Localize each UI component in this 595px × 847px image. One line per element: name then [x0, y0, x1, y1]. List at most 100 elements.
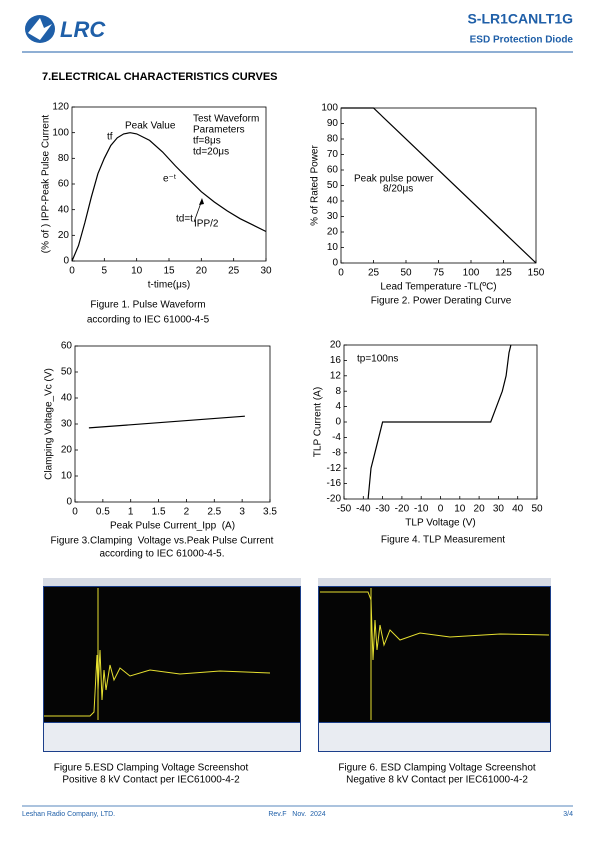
y-tick-label: -12 — [327, 463, 342, 474]
y-tick-label: -8 — [332, 447, 341, 458]
annotation: td=20μs — [193, 147, 229, 158]
data-line — [71, 132, 267, 262]
figure-caption: Figure 3.Clamping Voltage vs.Peak Pulse … — [51, 536, 274, 547]
scope-screenshot — [43, 578, 301, 752]
y-tick-label: 20 — [330, 340, 342, 351]
x-tick-label: 150 — [528, 268, 545, 279]
y-tick-label: 60 — [327, 165, 339, 176]
annotation: tf — [107, 132, 113, 143]
x-tick-label: 25 — [368, 268, 380, 279]
annotation: Test Waveform — [193, 114, 259, 125]
part-number: S-LR1CANLT1G — [467, 11, 573, 27]
x-tick-label: 100 — [463, 268, 480, 279]
annotation: 8/20μs — [383, 184, 413, 195]
y-tick-label: 20 — [61, 445, 73, 456]
y-tick-label: 80 — [58, 153, 70, 164]
y-tick-label: 90 — [327, 118, 339, 129]
annotation: td=t — [176, 214, 193, 225]
footer-revision: Rev.F Nov. 2024 — [268, 811, 325, 818]
x-tick-label: 3 — [239, 507, 245, 518]
x-tick-label: 2.5 — [207, 507, 221, 518]
x-tick-label: 50 — [400, 268, 412, 279]
x-tick-label: 30 — [260, 266, 272, 277]
section-title: 7.ELECTRICAL CHARACTERISTICS CURVES — [42, 71, 278, 83]
figure-caption: Negative 8 kV Contact per IEC61000-4-2 — [346, 775, 528, 786]
y-tick-label: 4 — [335, 401, 341, 412]
y-tick-label: 60 — [61, 341, 73, 352]
x-tick-label: 10 — [131, 266, 143, 277]
x-tick-label: 10 — [454, 504, 466, 515]
y-tick-label: 20 — [327, 227, 339, 238]
y-axis-label: TLP Current (A) — [313, 387, 324, 457]
x-tick-label: -40 — [356, 504, 371, 515]
x-tick-label: -10 — [414, 504, 429, 515]
y-tick-label: 70 — [327, 149, 339, 160]
x-tick-label: -30 — [375, 504, 390, 515]
y-tick-label: 16 — [330, 355, 342, 366]
x-tick-label: 25 — [228, 266, 240, 277]
annotation: Peak pulse power — [354, 174, 434, 185]
x-axis-label: Peak Pulse Current_Ipp (A) — [110, 521, 235, 532]
annotation-arrowhead — [199, 198, 204, 205]
x-tick-label: 0 — [72, 507, 78, 518]
y-tick-label: -4 — [332, 432, 341, 443]
y-tick-label: 0 — [66, 497, 72, 508]
scope-screenshot — [318, 578, 551, 752]
x-tick-label: 0 — [338, 268, 344, 279]
y-tick-label: 100 — [52, 127, 69, 138]
y-tick-label: 60 — [58, 179, 70, 190]
x-tick-label: 2 — [184, 507, 190, 518]
x-tick-label: 20 — [474, 504, 486, 515]
annotation: e⁻ᵗ — [163, 174, 176, 185]
data-line — [367, 344, 512, 500]
y-tick-label: 8 — [335, 386, 341, 397]
y-tick-label: 0 — [335, 417, 341, 428]
x-tick-label: 1 — [128, 507, 134, 518]
figure-caption: according to IEC 61000-4-5 — [87, 315, 210, 326]
y-tick-label: 30 — [61, 419, 73, 430]
figure-caption: Figure 2. Power Derating Curve — [371, 296, 512, 307]
y-tick-label: 10 — [61, 471, 73, 482]
figure-caption: Positive 8 kV Contact per IEC61000-4-2 — [62, 775, 240, 786]
x-tick-label: 50 — [531, 504, 543, 515]
x-tick-label: 5 — [102, 266, 108, 277]
y-tick-label: 12 — [330, 370, 342, 381]
x-tick-label: 40 — [512, 504, 524, 515]
y-axis-label: Clamping Voltage_Vc (V) — [44, 368, 55, 480]
plot-frame — [74, 345, 271, 503]
x-axis-label: t-time(μs) — [148, 280, 190, 291]
y-tick-label: 0 — [63, 256, 69, 267]
y-tick-label: 20 — [58, 230, 70, 241]
x-tick-label: 0 — [438, 504, 444, 515]
y-tick-label: -16 — [327, 478, 342, 489]
footer-company: Leshan Radio Company, LTD. — [22, 811, 115, 818]
y-tick-label: 50 — [327, 180, 339, 191]
annotation: tp=100ns — [357, 354, 398, 365]
x-tick-label: 15 — [163, 266, 175, 277]
x-tick-label: 125 — [495, 268, 512, 279]
y-tick-label: 100 — [321, 103, 338, 114]
x-tick-label: 30 — [493, 504, 505, 515]
x-tick-label: 0 — [69, 266, 75, 277]
x-tick-label: -50 — [337, 504, 352, 515]
annotation: Parameters — [193, 125, 245, 136]
y-tick-label: -20 — [327, 494, 342, 505]
figure-caption: Figure 6. ESD Clamping Voltage Screensho… — [338, 763, 536, 774]
x-tick-label: 3.5 — [263, 507, 277, 518]
subtitle: ESD Protection Diode — [470, 35, 574, 46]
y-axis-label: (% of ) IPP-Peak Pulse Current — [41, 115, 52, 254]
x-tick-label: 0.5 — [96, 507, 110, 518]
annotation: tf=8μs — [193, 136, 221, 147]
footer-page: 3/4 — [563, 811, 573, 818]
y-tick-label: 80 — [327, 134, 339, 145]
y-tick-label: 40 — [327, 196, 339, 207]
x-tick-label: -20 — [395, 504, 410, 515]
x-tick-label: 75 — [433, 268, 445, 279]
y-tick-label: 50 — [61, 367, 73, 378]
figure-caption: according to IEC 61000-4-5. — [99, 549, 224, 560]
y-tick-label: 10 — [327, 242, 339, 253]
data-line — [341, 107, 537, 264]
x-tick-label: 1.5 — [152, 507, 166, 518]
y-axis-label: % of Rated Power — [310, 145, 321, 226]
